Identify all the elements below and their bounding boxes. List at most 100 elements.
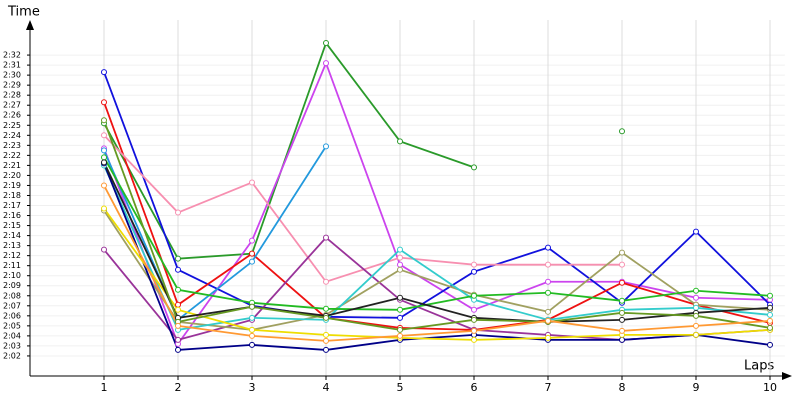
data-point [323,40,329,47]
data-point [249,332,255,339]
data-point [101,246,107,253]
data-point [249,341,255,348]
data-point [545,261,551,268]
y-tick-label: 2:08 [3,291,21,300]
data-point [545,244,551,251]
y-tick-label: 2:06 [3,311,21,320]
data-point [693,287,699,294]
data-point [545,317,551,324]
y-tick-label: 2:12 [3,251,21,260]
data-point [397,294,403,301]
y-tick-label: 2:23 [3,141,21,150]
y-axis-arrow [26,20,34,30]
series-line [103,210,771,331]
y-tick-label: 2:18 [3,191,21,200]
series-line [103,185,771,342]
data-point [545,289,551,296]
series-line [103,161,771,323]
y-tick-label: 2:25 [3,121,21,130]
data-point [323,305,329,312]
series-line [103,207,771,341]
data-point [249,303,255,310]
data-point [693,294,699,301]
x-tick-label: 8 [619,381,626,394]
data-point [471,316,477,323]
data-point [175,255,181,262]
y-tick-label: 2:26 [3,111,21,120]
x-tick-label: 5 [397,381,404,394]
y-axis-label: Time [7,5,40,20]
data-point [471,327,477,334]
data-point [619,336,625,343]
data-point [471,306,477,313]
x-axis-label: Laps [744,359,774,374]
data-point [471,336,477,343]
data-point [693,312,699,319]
y-tick-label: 2:29 [3,81,21,90]
y-tick-label: 2:30 [3,71,21,80]
data-point [545,278,551,285]
data-point [249,258,255,265]
data-point [101,182,107,189]
data-point [175,336,181,343]
y-tick-label: 2:28 [3,91,21,100]
data-point [101,159,107,166]
data-point [397,306,403,313]
data-point [249,237,255,244]
y-tick-label: 2:13 [3,241,21,250]
data-point [619,316,625,323]
data-point [619,327,625,334]
y-tick-label: 2:22 [3,151,21,160]
data-point [101,99,107,106]
data-point [471,261,477,268]
y-tick-label: 2:21 [3,161,21,170]
data-point [545,308,551,315]
data-point [175,286,181,293]
data-point [101,147,107,154]
y-tick-label: 2:19 [3,181,21,190]
data-point [397,266,403,273]
data-point [471,268,477,275]
data-point [397,138,403,145]
y-tick-label: 2:24 [3,131,21,140]
y-tick-label: 2:07 [3,301,21,310]
data-point [323,314,329,321]
data-point [101,154,107,161]
data-point [619,128,625,135]
data-point [323,346,329,353]
y-tick-label: 2:32 [3,51,21,60]
data-point [249,314,255,321]
y-tick-label: 2:09 [3,281,21,290]
data-point [397,261,403,268]
x-tick-label: 3 [249,381,256,394]
data-point [767,311,773,318]
y-tick-label: 2:02 [3,351,21,360]
data-point [619,261,625,268]
y-tick-label: 2:10 [3,271,21,280]
data-point [693,322,699,329]
data-point [693,228,699,235]
x-tick-label: 7 [545,381,552,394]
data-point [249,326,255,333]
series-line [103,165,771,331]
data-point [323,143,329,150]
data-point [101,205,107,212]
series-line [103,101,771,331]
y-tick-label: 2:16 [3,211,21,220]
x-tick-label: 2 [175,381,182,394]
y-tick-label: 2:04 [3,331,21,340]
data-point [545,334,551,341]
y-tick-label: 2:15 [3,221,21,230]
data-point [323,278,329,285]
series-line [103,156,771,311]
data-point [397,332,403,339]
y-tick-label: 2:11 [3,261,21,270]
data-point [767,324,773,331]
data-point [471,164,477,171]
data-point [693,331,699,338]
data-point [101,132,107,139]
data-point [323,234,329,241]
series-line [103,134,622,283]
x-tick-label: 4 [323,381,330,394]
